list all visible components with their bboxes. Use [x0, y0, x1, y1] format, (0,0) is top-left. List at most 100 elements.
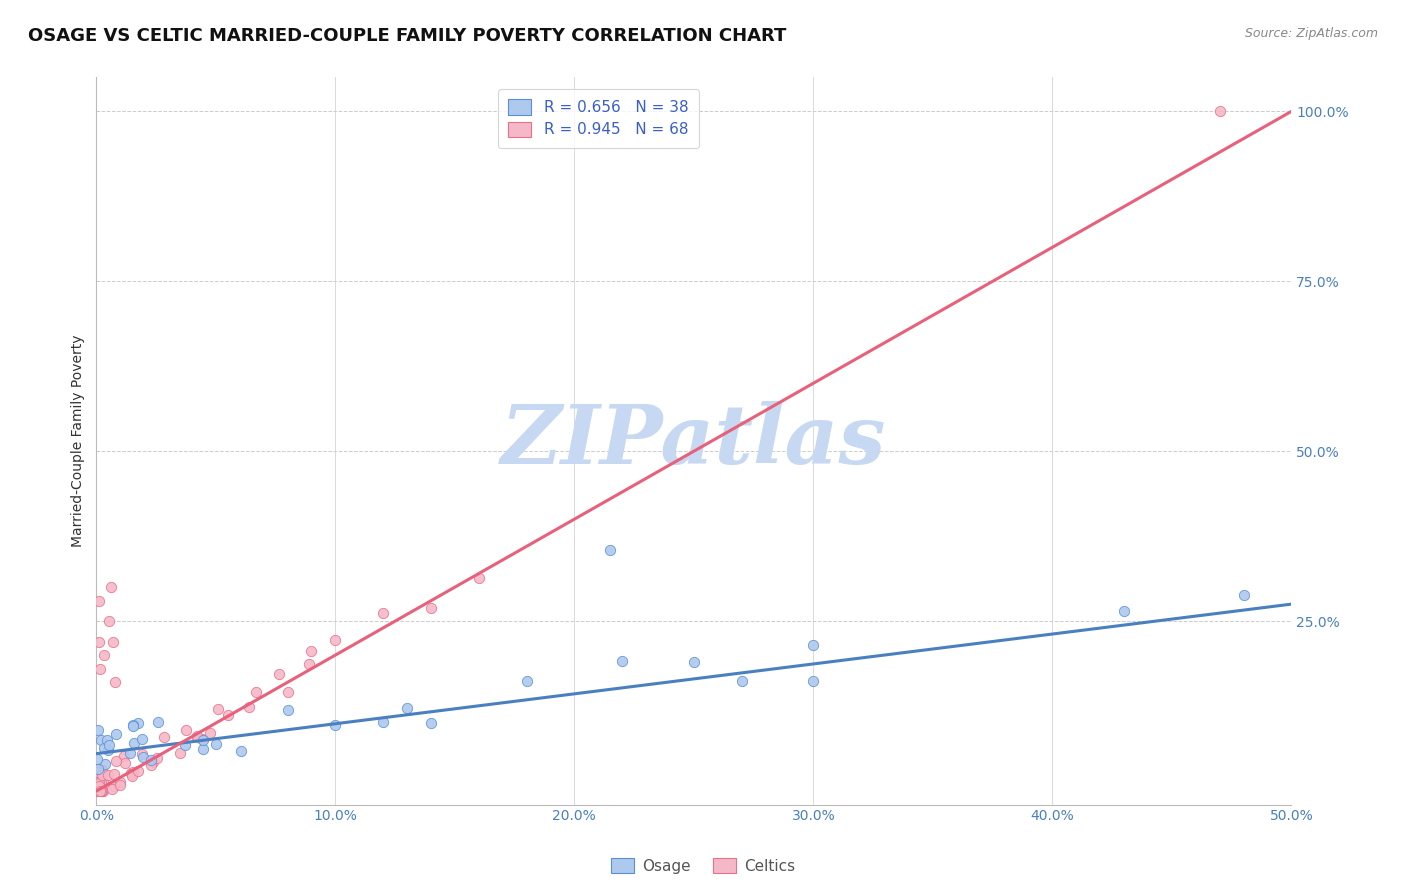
Point [90, 732, 112, 747]
Point [93, 648, 115, 662]
Point [191, 733, 214, 747]
Point [173, 738, 195, 752]
Point [94, 757, 117, 772]
Point [93, 740, 115, 755]
Point [87, 779, 110, 793]
Point [101, 781, 124, 796]
Point [120, 766, 142, 780]
Text: Source: ZipAtlas.com: Source: ZipAtlas.com [1244, 27, 1378, 40]
Point [277, 703, 299, 717]
Point [86, 766, 108, 780]
Point [141, 753, 163, 767]
Point [89, 784, 111, 798]
Point [90, 776, 112, 790]
Point [146, 715, 169, 730]
Point [730, 674, 752, 689]
Point [191, 741, 214, 756]
Point [127, 715, 149, 730]
Point [682, 655, 704, 669]
Point [87, 775, 110, 789]
Legend: Osage, Celtics: Osage, Celtics [605, 852, 801, 880]
Point [122, 717, 145, 731]
Point [90, 765, 112, 780]
Y-axis label: Married-Couple Family Poverty: Married-Couple Family Poverty [72, 334, 86, 548]
Point [90, 784, 112, 798]
Point [97, 767, 120, 781]
Point [104, 675, 127, 690]
Point [103, 634, 125, 648]
Point [373, 606, 395, 620]
Point [91, 775, 114, 789]
Point [146, 751, 169, 765]
Point [87, 762, 110, 776]
Point [191, 732, 214, 747]
Point [420, 715, 443, 730]
Point [89, 634, 111, 648]
Point [98, 614, 121, 628]
Point [610, 654, 633, 668]
Point [122, 764, 145, 779]
Point [277, 685, 299, 699]
Point [238, 700, 260, 714]
Point [110, 774, 132, 789]
Point [801, 673, 824, 688]
Text: OSAGE VS CELTIC MARRIED-COUPLE FAMILY POVERTY CORRELATION CHART: OSAGE VS CELTIC MARRIED-COUPLE FAMILY PO… [28, 27, 786, 45]
Point [86, 764, 108, 779]
Point [299, 644, 322, 658]
Point [267, 667, 290, 681]
Point [396, 700, 419, 714]
Point [186, 729, 208, 743]
Point [89, 662, 111, 676]
Point [87, 723, 110, 738]
Point [1208, 104, 1230, 119]
Point [373, 715, 395, 730]
Point [325, 632, 347, 647]
Point [118, 746, 141, 760]
Point [169, 746, 191, 760]
Point [90, 764, 112, 779]
Point [104, 727, 127, 741]
Point [91, 764, 114, 778]
Point [207, 702, 229, 716]
Point [98, 738, 121, 752]
Point [90, 784, 112, 798]
Point [103, 767, 125, 781]
Point [1232, 588, 1254, 602]
Point [87, 780, 110, 795]
Point [91, 784, 114, 798]
Point [153, 730, 176, 744]
Point [100, 580, 122, 594]
Point [114, 756, 136, 771]
Point [112, 748, 135, 763]
Point [599, 542, 621, 557]
Point [1112, 604, 1135, 618]
Point [108, 778, 131, 792]
Point [131, 747, 153, 761]
Point [515, 674, 537, 689]
Point [142, 755, 165, 769]
Point [105, 754, 128, 768]
Point [121, 767, 143, 781]
Point [86, 784, 108, 798]
Point [121, 769, 143, 783]
Point [91, 767, 114, 781]
Text: ZIPatlas: ZIPatlas [501, 401, 887, 481]
Point [87, 781, 110, 796]
Point [96, 733, 118, 747]
Point [468, 572, 491, 586]
Point [205, 737, 228, 751]
Point [87, 775, 110, 789]
Point [97, 743, 120, 757]
Point [122, 719, 145, 733]
Point [89, 771, 111, 785]
Point [139, 757, 162, 772]
Point [325, 718, 347, 732]
Point [174, 723, 197, 737]
Point [132, 749, 155, 764]
Point [90, 762, 112, 776]
Point [186, 731, 208, 745]
Point [86, 752, 108, 766]
Point [87, 593, 110, 607]
Point [217, 707, 239, 722]
Legend: R = 0.656   N = 38, R = 0.945   N = 68: R = 0.656 N = 38, R = 0.945 N = 68 [498, 88, 699, 148]
